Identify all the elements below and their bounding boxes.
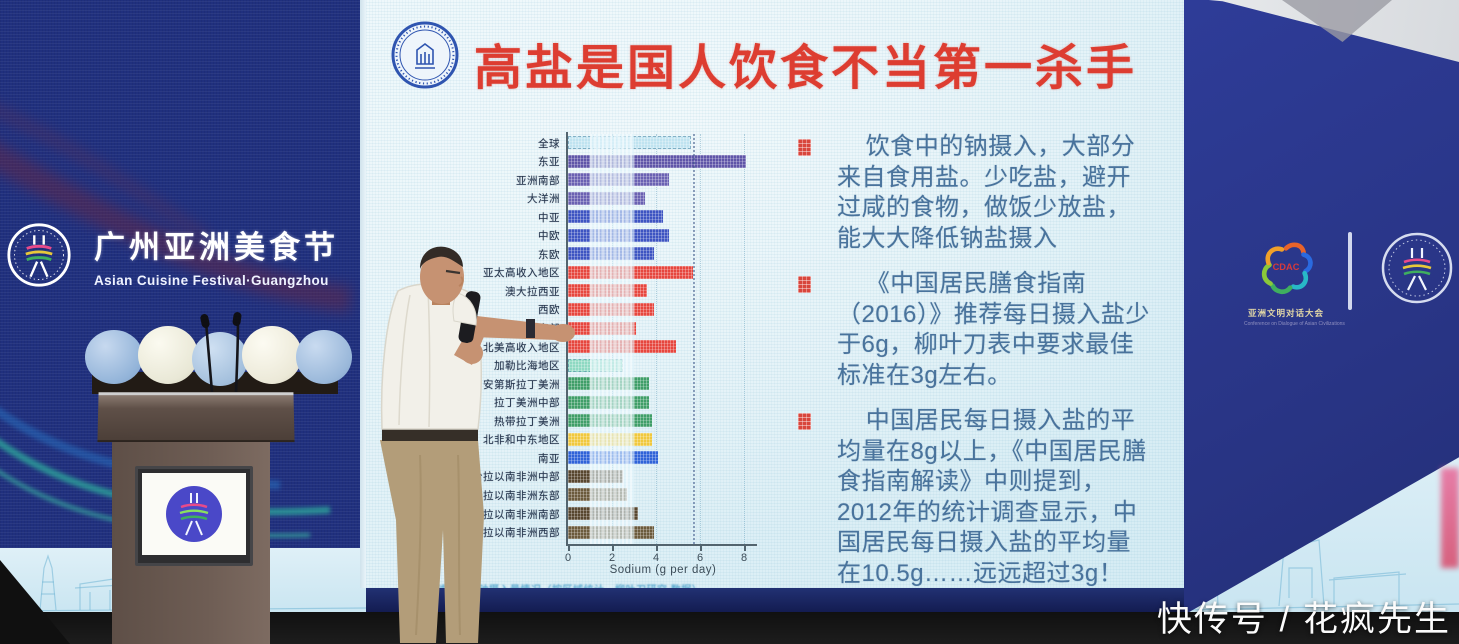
chart-x-axis — [566, 544, 757, 546]
chart-row: 中亚 — [366, 208, 796, 226]
presentation-slide: 高盐是国人饮食不当第一杀手 Sodium (g per day) 全球各区域钠摄… — [366, 0, 1184, 596]
optimal-intake-band — [590, 134, 634, 544]
chart-row: 亚洲南部 — [366, 171, 796, 189]
axis-tick — [744, 546, 746, 551]
axis-tick-label: 4 — [652, 552, 660, 564]
axis-tick — [656, 546, 658, 551]
university-seal-icon — [391, 21, 459, 89]
chart-row: 东亚 — [366, 153, 796, 171]
hydrangea-white — [242, 326, 302, 384]
red-swoosh-decor — [0, 106, 352, 313]
lectern-screen — [135, 466, 253, 566]
hydrangea-blue — [85, 330, 143, 384]
logo-separator — [1348, 232, 1352, 310]
axis-tick-label: 2 — [608, 552, 616, 564]
bullet-item: 《中国居民膳食指南（2016）》推荐每日摄入盐少于6g，柳叶刀表中要求最佳标准在… — [790, 269, 1162, 391]
axis-tick — [612, 546, 614, 551]
lectern-logo-icon — [166, 486, 222, 542]
speaker-person — [380, 246, 575, 643]
bullet-text: 中国居民每日摄入盐的平均量在8g以上，《中国居民膳食指南解读》中则提到，2012… — [837, 407, 1147, 587]
speaker-watch — [526, 319, 535, 338]
speaker-hand — [551, 324, 575, 342]
sodium-bar-chart: Sodium (g per day) 全球各区域钠摄入量情况（按区域统计，柳叶刀… — [366, 0, 796, 596]
speaker-glasses — [445, 269, 461, 275]
chart-row-label: 北非和中东地区 — [483, 434, 560, 447]
chart-row-label: 撒哈拉以南非洲西部 — [461, 527, 560, 540]
chart-row-label: 大洋洲 — [527, 193, 560, 206]
axis-tick — [700, 546, 702, 551]
screen-left-edge — [360, 0, 368, 588]
chart-row-label: 东欧 — [538, 248, 560, 261]
bullet-item: 中国居民每日摄入盐的平均量在8g以上，《中国居民膳食指南解读》中则提到，2012… — [790, 406, 1162, 589]
chart-row: 全球 — [366, 134, 796, 152]
slide-bullet-list: 饮食中的钠摄入，大部分来自食用盐。少吃盐，避开过咸的食物，做饭少放盐，能大大降低… — [790, 132, 1162, 604]
cdac-logo-icon: CDAC — [1261, 242, 1313, 294]
axis-tick-label: 6 — [696, 552, 704, 564]
bullet-text: 饮食中的钠摄入，大部分来自食用盐。少吃盐，避开过咸的食物，做饭少放盐，能大大降低… — [837, 133, 1136, 252]
grid-line — [656, 134, 657, 544]
speaker-hair — [420, 246, 463, 269]
bullet-marker — [798, 139, 811, 156]
festival-title-en: Asian Cuisine Festival·Guangzhou — [94, 273, 329, 288]
chart-row-label: 南亚 — [538, 452, 560, 465]
chart-row-label: 中欧 — [538, 230, 560, 243]
lectern-screen-display — [142, 473, 246, 555]
microphone-icon — [200, 312, 242, 393]
chart-row-label: 撒哈拉以南非洲南部 — [461, 508, 560, 521]
axis-tick-label: 8 — [740, 552, 748, 564]
grid-line — [744, 134, 745, 544]
speaker-trousers — [380, 440, 484, 643]
bullet-text: 《中国居民膳食指南（2016）》推荐每日摄入盐少于6g，柳叶刀表中要求最佳标准在… — [837, 270, 1150, 389]
hydrangea-blue — [296, 330, 352, 384]
reference-line — [693, 134, 696, 544]
chart-row-label: 东亚 — [538, 156, 560, 169]
grid-line — [700, 134, 701, 544]
axis-tick — [568, 546, 570, 551]
lectern-top — [97, 392, 295, 443]
slide-title: 高盐是国人饮食不当第一杀手 — [474, 42, 1138, 95]
chart-row-label: 安第斯拉丁美洲 — [483, 378, 560, 391]
chart-row-label: 热带拉丁美洲 — [494, 415, 560, 428]
pink-decor — [1441, 468, 1459, 568]
chart-row-label: 中亚 — [538, 211, 560, 224]
cdac-subtitle-en: Conference on Dialogue of Asian Civiliza… — [1244, 321, 1345, 327]
festival-title-cn: 广州亚洲美食节 — [94, 230, 339, 265]
festival-logo-icon — [7, 223, 71, 287]
chart-row-label: 撒哈拉以南非洲东部 — [461, 489, 560, 502]
hydrangea-white — [138, 326, 198, 384]
bullet-marker — [798, 276, 811, 293]
chart-row-label: 加勒比海地区 — [494, 360, 560, 373]
festival-branding: 广州亚洲美食节 Asian Cuisine Festival·Guangzhou — [6, 222, 339, 288]
chart-row-label: 全球 — [538, 137, 560, 150]
cdac-subtitle-cn: 亚洲文明对话大会 — [1247, 308, 1324, 318]
chart-x-axis-label: Sodium (g per day) — [609, 564, 717, 576]
cdac-acronym-text: CDAC — [1273, 262, 1300, 272]
video-watermark: 快传号 / 花疯先生 — [1156, 600, 1451, 639]
chart-row-label: 西欧 — [538, 304, 560, 317]
bullet-marker — [798, 413, 811, 430]
chart-row-label: 北美高收入地区 — [483, 341, 560, 354]
chart-row-label: 亚太高收入地区 — [483, 267, 560, 280]
speaker-head — [420, 250, 464, 304]
chart-row-label: 澳大拉西亚 — [505, 285, 560, 298]
chart-row: 大洋洲 — [366, 190, 796, 208]
chart-row-label: 亚洲南部 — [516, 174, 560, 187]
bullet-item: 饮食中的钠摄入，大部分来自食用盐。少吃盐，避开过咸的食物，做饭少放盐，能大大降低… — [790, 132, 1162, 254]
screen-bottom-bezel — [366, 588, 1184, 614]
conference-logo-icon — [1381, 232, 1453, 304]
cdac-branding: CDAC 亚洲文明对话大会 Conference on Dialogue of … — [1244, 236, 1345, 327]
axis-tick-label: 0 — [564, 552, 572, 564]
chart-row-label: 撒哈拉以南非洲中部 — [461, 471, 560, 484]
chart-row-label: 拉丁美洲中部 — [494, 397, 560, 410]
